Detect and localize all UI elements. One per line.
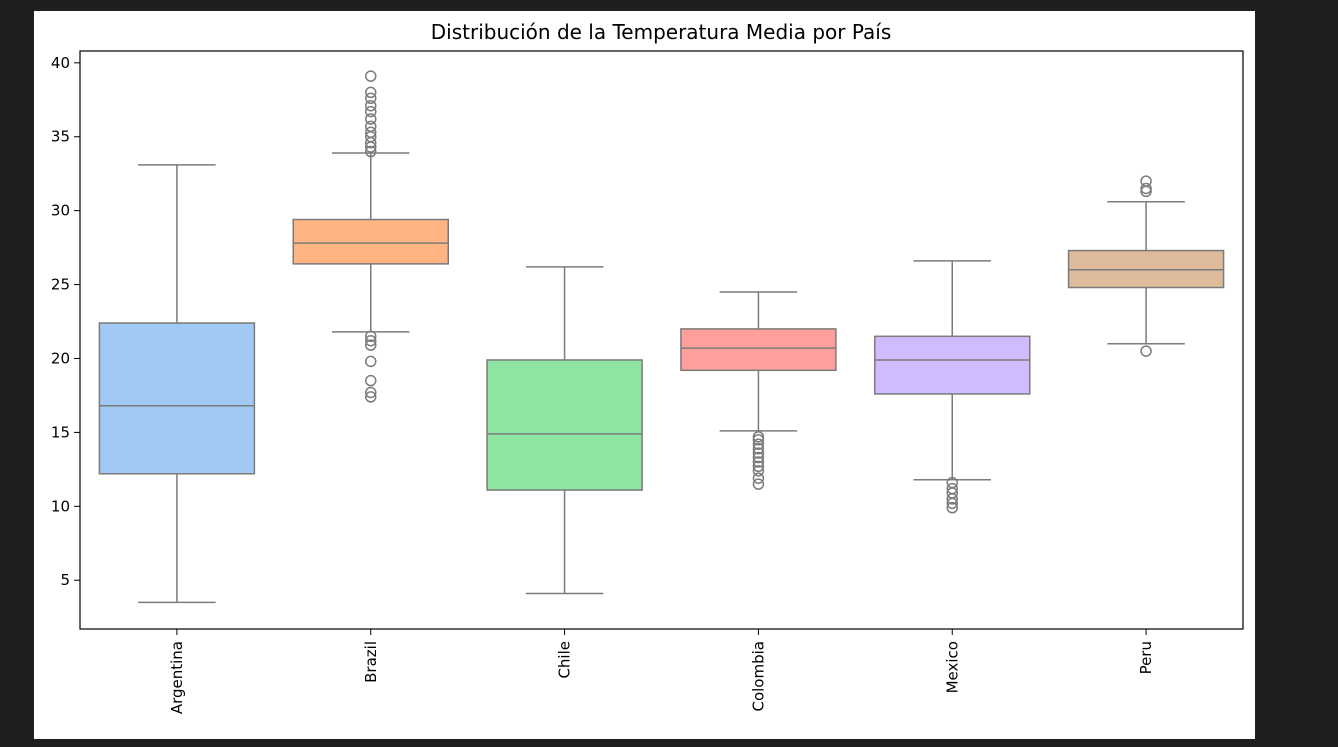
outlier-point-mexico — [946, 476, 958, 489]
outlier-point-colombia — [752, 431, 765, 443]
outlier-point-brazil — [365, 99, 377, 112]
y-tick-label: 15 — [51, 423, 70, 441]
outlier-point-colombia — [752, 442, 765, 455]
outlier-point-peru — [1140, 175, 1152, 187]
outlier-point-brazil — [365, 86, 377, 99]
outlier-point-colombia — [752, 438, 765, 450]
x-tick-label-chile: Chile — [556, 641, 574, 679]
y-tick-label: 25 — [51, 276, 70, 294]
y-tick-label: 10 — [51, 497, 70, 515]
box-brazil — [292, 218, 449, 265]
outlier-point-brazil — [365, 120, 377, 133]
x-tick-label-brazil: Brazil — [362, 641, 380, 683]
outlier-point-colombia — [752, 456, 765, 468]
outlier-point-mexico — [946, 502, 958, 514]
outlier-point-colombia — [752, 465, 765, 477]
outlier-point-peru — [1140, 345, 1152, 357]
x-tick-label-argentina: Argentina — [168, 641, 186, 714]
outlier-point-brazil — [365, 339, 377, 351]
y-tick-label: 35 — [51, 128, 70, 146]
y-tick-label: 40 — [51, 54, 70, 72]
outlier-point-colombia — [752, 472, 765, 484]
outlier-point-colombia — [752, 478, 765, 490]
outlier-point-colombia — [752, 460, 765, 473]
outlier-point-colombia — [752, 447, 765, 459]
chart-title: Distribución de la Temperatura Media por… — [431, 20, 892, 44]
outlier-point-brazil — [365, 126, 377, 139]
outlier-point-brazil — [365, 145, 377, 158]
box-mexico — [874, 335, 1031, 395]
outlier-point-brazil — [365, 70, 377, 82]
x-tick-label-colombia: Colombia — [749, 641, 767, 712]
plot-frame — [79, 50, 1244, 630]
outlier-point-colombia — [752, 451, 765, 464]
y-tick-label: 20 — [51, 349, 70, 367]
outlier-point-mexico — [946, 482, 958, 495]
box-chile — [486, 359, 643, 491]
box-argentina — [98, 322, 256, 475]
outlier-point-brazil — [365, 355, 377, 368]
box-colombia — [680, 328, 837, 372]
outlier-point-colombia — [752, 434, 765, 446]
y-tick-label: 5 — [60, 571, 70, 589]
outlier-point-brazil — [365, 334, 377, 347]
figure-canvas: Distribución de la Temperatura Media por… — [34, 11, 1255, 739]
y-tick-label: 30 — [51, 202, 70, 220]
outlier-point-brazil — [365, 391, 377, 403]
outlier-point-brazil — [365, 105, 377, 118]
x-tick-label-mexico: Mexico — [943, 641, 961, 693]
x-tick-label-peru: Peru — [1137, 641, 1155, 674]
outlier-point-brazil — [365, 374, 377, 387]
outlier-point-brazil — [365, 92, 377, 105]
boxplot-chart: Distribución de la Temperatura Media por… — [51, 20, 1244, 714]
outlier-point-brazil — [365, 113, 377, 125]
outlier-point-peru — [1140, 182, 1152, 195]
outlier-point-brazil — [365, 330, 377, 343]
outlier-point-brazil — [365, 386, 377, 399]
